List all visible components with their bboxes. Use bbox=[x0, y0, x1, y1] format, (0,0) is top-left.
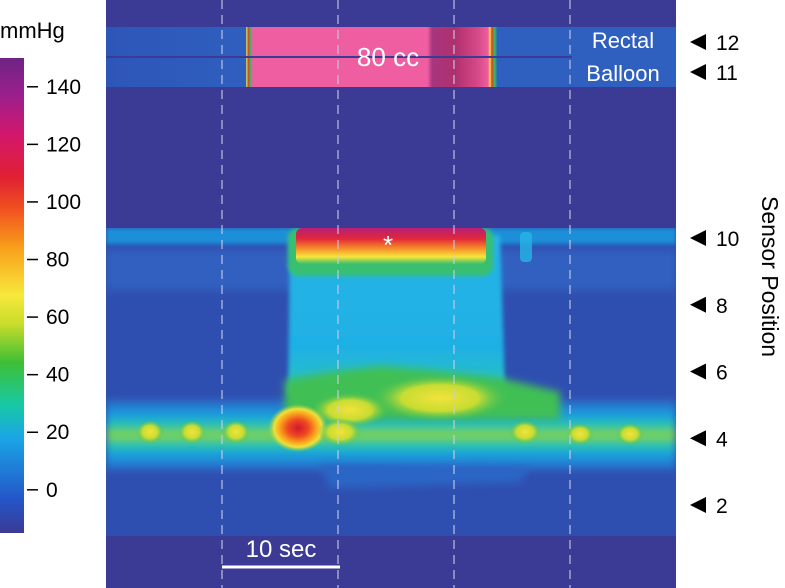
colorbar-ticks: 140 120 100 80 60 40 20 0 bbox=[27, 76, 81, 502]
sensor-label: 11 bbox=[716, 62, 738, 85]
balloon-volume-label: 80 cc bbox=[357, 42, 419, 72]
colorbar-tick-label: 0 bbox=[46, 479, 58, 502]
colorbar-tick-label: 60 bbox=[46, 306, 69, 329]
colorbar bbox=[0, 58, 24, 533]
sensor-marker bbox=[690, 230, 706, 246]
colorbar-tick-label: 120 bbox=[46, 133, 81, 156]
colorbar-tick-label: 80 bbox=[46, 249, 69, 272]
rectal-balloon-strip bbox=[106, 27, 676, 87]
sensor-label: 12 bbox=[716, 32, 739, 55]
pressure-field bbox=[106, 228, 676, 536]
colorbar-unit-label: mmHg bbox=[0, 18, 65, 43]
time-scale-label: 10 sec bbox=[246, 536, 317, 563]
time-gridlines bbox=[221, 0, 571, 588]
sensor-label: 2 bbox=[716, 495, 728, 518]
sensor-label: 4 bbox=[716, 428, 728, 451]
sensor-marker bbox=[690, 296, 706, 313]
sensor-marker bbox=[690, 363, 706, 380]
colorbar-tick-label: 140 bbox=[46, 76, 81, 99]
sensor-marker bbox=[690, 64, 706, 80]
sensor-marker bbox=[690, 34, 706, 50]
sensor-marker bbox=[690, 430, 706, 447]
sensor-position-ticks: 12 11 10 8 6 4 2 bbox=[690, 32, 739, 518]
sensor-label: 10 bbox=[716, 228, 739, 251]
colorbar-tick-label: 20 bbox=[46, 421, 69, 444]
peak-annotation: * bbox=[383, 230, 393, 260]
rectal-label: Rectal bbox=[592, 28, 654, 53]
balloon-gap bbox=[106, 87, 676, 228]
sensor-marker bbox=[690, 497, 706, 513]
heatmap-plot: 80 cc Rectal Balloon * 10 sec bbox=[106, 0, 676, 588]
time-scale-bar: 10 sec bbox=[222, 536, 340, 569]
balloon-label: Balloon bbox=[586, 61, 659, 86]
sensor-label: 8 bbox=[716, 295, 728, 318]
sensor-axis-title: Sensor Position bbox=[757, 196, 783, 357]
colorbar-tick-label: 100 bbox=[46, 191, 81, 214]
bottom-margin-band bbox=[106, 536, 676, 588]
sensor-label: 6 bbox=[716, 362, 728, 385]
colorbar-tick-label: 40 bbox=[46, 364, 69, 387]
